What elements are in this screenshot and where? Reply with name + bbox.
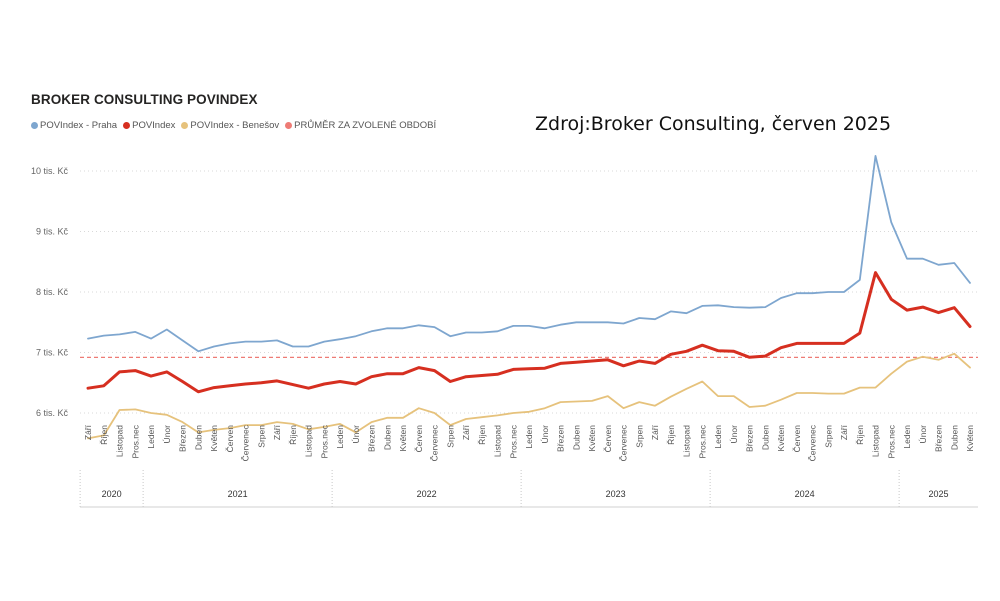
year-label: 2022 — [417, 489, 437, 499]
x-tick-label: Listopad — [871, 425, 881, 457]
x-tick-label: Pros.nec — [886, 424, 896, 458]
x-tick-label: Duben — [382, 425, 392, 450]
legend-item[interactable]: POVIndex - Praha — [31, 120, 117, 131]
x-tick-label: Květen — [209, 425, 219, 452]
y-tick-label: 10 tis. Kč — [31, 166, 69, 176]
x-tick-label: Listopad — [304, 425, 314, 457]
x-tick-label: Leden — [146, 425, 156, 449]
x-tick-label: Únor — [918, 425, 928, 444]
x-tick-label: Březen — [178, 425, 188, 452]
x-tick-label: Leden — [335, 425, 345, 449]
legend: POVIndex - Praha POVIndex POVIndex - Beneš… — [31, 120, 436, 131]
y-tick-label: 7 tis. Kč — [36, 348, 69, 358]
x-tick-label: Říjen — [99, 425, 109, 445]
legend-dot-icon — [181, 122, 189, 129]
legend-label: POVIndex — [132, 120, 176, 131]
x-tick-label: Březen — [745, 425, 755, 452]
legend-label: PRŮMĚR ZA ZVOLENÉ OBDOBÍ — [294, 120, 437, 131]
x-tick-label: Září — [272, 424, 282, 440]
x-tick-label: Srpen — [445, 425, 455, 448]
x-tick-label: Březen — [367, 425, 377, 452]
x-tick-label: Pros.nec — [697, 424, 707, 458]
legend-item[interactable]: POVIndex — [123, 120, 175, 131]
y-tick-label: 6 tis. Kč — [36, 408, 69, 418]
x-tick-label: Červen — [792, 425, 802, 453]
legend-label: POVIndex - Praha — [40, 120, 118, 131]
legend-dot-icon — [31, 122, 38, 129]
x-tick-label: Únor — [351, 425, 361, 444]
x-tick-label: Leden — [902, 425, 912, 449]
x-tick-label: Květen — [776, 425, 786, 452]
x-tick-label: Pros.nec — [130, 424, 140, 458]
x-tick-label: Červenec — [430, 424, 440, 461]
y-tick-label: 8 tis. Kč — [36, 287, 69, 297]
year-label: 2024 — [795, 489, 815, 499]
x-tick-label: Duben — [949, 425, 959, 450]
x-tick-label: Pros.nec — [319, 424, 329, 458]
x-tick-label: Červenec — [808, 424, 818, 461]
x-tick-label: Září — [650, 424, 660, 440]
x-tick-label: Červenec — [241, 424, 251, 461]
legend-dot-icon — [123, 122, 131, 129]
year-label: 2021 — [228, 489, 248, 499]
x-tick-label: Červen — [603, 425, 613, 453]
year-label: 2023 — [606, 489, 626, 499]
year-label: 2020 — [102, 489, 122, 499]
x-tick-label: Květen — [965, 425, 975, 452]
x-tick-label: Duben — [760, 425, 770, 450]
x-tick-label: Leden — [713, 425, 723, 449]
series-line-1 — [86, 271, 972, 394]
x-tick-label: Listopad — [115, 425, 125, 457]
x-tick-label: Říjen — [666, 425, 676, 445]
x-tick-label: Září — [839, 424, 849, 440]
series-line-2 — [87, 352, 971, 440]
legend-label: POVIndex - Benešov — [190, 120, 280, 131]
x-tick-label: Září — [83, 424, 93, 440]
y-tick-label: 9 tis. Kč — [36, 227, 69, 237]
x-tick-label: Květen — [587, 425, 597, 452]
year-label: 2025 — [928, 489, 948, 499]
x-tick-label: Únor — [162, 425, 172, 444]
x-tick-label: Březen — [934, 425, 944, 452]
x-tick-label: Leden — [524, 425, 534, 449]
legend-item[interactable]: POVIndex - Benešov — [181, 120, 279, 131]
series-lines — [86, 154, 972, 440]
x-tick-label: Říjen — [288, 425, 298, 445]
legend-item[interactable]: PRŮMĚR ZA ZVOLENÉ OBDOBÍ — [285, 120, 436, 131]
x-tick-label: Listopad — [682, 425, 692, 457]
x-tick-label: Srpen — [823, 425, 833, 448]
legend-dot-icon — [285, 122, 293, 129]
x-tick-label: Duben — [571, 425, 581, 450]
x-tick-label: Srpen — [256, 425, 266, 448]
x-tick-label: Březen — [556, 425, 566, 452]
x-tick-label: Listopad — [493, 425, 503, 457]
x-tick-label: Říjen — [855, 425, 865, 445]
x-tick-label: Srpen — [634, 425, 644, 448]
y-axis: 6 tis. Kč 7 tis. Kč 8 tis. Kč 9 tis. Kč 10 t… — [31, 166, 69, 418]
x-tick-label: Červenec — [619, 424, 629, 461]
chart-title: BROKER CONSULTING POVINDEX — [31, 92, 258, 107]
series-line-0 — [87, 154, 971, 353]
x-tick-label: Červen — [225, 425, 235, 453]
x-tick-label: Únor — [729, 425, 739, 444]
x-tick-label: Únor — [540, 425, 550, 444]
x-tick-label: Říjen — [477, 425, 487, 445]
source-note: Zdroj:Broker Consulting, červen 2025 — [535, 113, 892, 135]
x-tick-label: Září — [461, 424, 471, 440]
x-tick-label: Pros.nec — [508, 424, 518, 458]
x-axis: Září Říjen Listopad Pros.nec Leden Únor Březen… — [79, 424, 978, 508]
x-tick-label: Červen — [414, 425, 424, 453]
x-tick-label: Květen — [398, 425, 408, 452]
x-tick-label: Duben — [193, 425, 203, 450]
